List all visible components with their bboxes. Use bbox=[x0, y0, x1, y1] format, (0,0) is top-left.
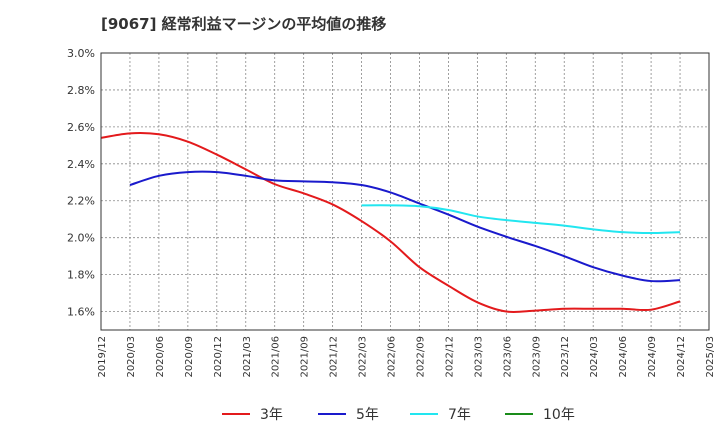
legend-swatch bbox=[410, 413, 438, 415]
series-line-1 bbox=[100, 131, 681, 314]
x-tick-label: 2023/03 bbox=[473, 336, 484, 378]
y-tick-label: 2.2% bbox=[67, 195, 95, 208]
legend-item: 7年 bbox=[410, 402, 471, 426]
legend-item: 3年 bbox=[222, 402, 283, 426]
plot-frame bbox=[100, 52, 710, 331]
legend-item: 5年 bbox=[318, 402, 379, 426]
y-tick-label: 2.8% bbox=[67, 84, 95, 97]
x-tick-label: 2025/03 bbox=[705, 336, 716, 378]
legend-swatch bbox=[505, 413, 533, 415]
series-lines bbox=[100, 131, 681, 314]
x-tick-label: 2023/12 bbox=[560, 336, 571, 378]
x-tick-label: 2023/09 bbox=[531, 336, 542, 378]
legend-label: 3年 bbox=[260, 407, 283, 423]
x-tick-label: 2024/06 bbox=[618, 336, 629, 378]
series-line-3 bbox=[361, 204, 681, 235]
x-tick-label: 2021/09 bbox=[300, 336, 311, 378]
y-tick-label: 1.6% bbox=[67, 306, 95, 319]
y-tick-label: 2.0% bbox=[67, 232, 95, 245]
x-tick-label: 2021/12 bbox=[329, 336, 340, 378]
grid bbox=[100, 52, 710, 330]
x-tick-label: 2020/09 bbox=[184, 336, 195, 378]
x-tick-label: 2020/03 bbox=[126, 336, 137, 378]
x-tick-label: 2024/03 bbox=[589, 336, 600, 378]
legend-swatch bbox=[318, 413, 346, 415]
x-tick-label: 2024/09 bbox=[647, 336, 658, 378]
legend-label: 10年 bbox=[543, 407, 575, 423]
legend-swatch bbox=[222, 413, 250, 415]
x-tick-label: 2024/12 bbox=[676, 336, 687, 378]
y-tick-label: 1.8% bbox=[67, 269, 95, 282]
x-tick-label: 2020/06 bbox=[155, 336, 166, 378]
chart-title: [9067] 経常利益マージンの平均値の推移 bbox=[101, 15, 387, 33]
y-tick-label: 2.4% bbox=[67, 158, 95, 171]
x-tick-label: 2023/06 bbox=[502, 336, 513, 378]
x-tick-label: 2021/06 bbox=[271, 336, 282, 378]
legend: 3年 5年 7年 10年 bbox=[0, 402, 720, 426]
x-tick-label: 2022/03 bbox=[358, 336, 369, 378]
legend-item: 10年 bbox=[505, 402, 575, 426]
x-tick-label: 2022/12 bbox=[444, 336, 455, 378]
y-axis-ticks: 3.0% 2.8% 2.6% 2.4% 2.2% 2.0% 1.8% 1.6% bbox=[67, 47, 95, 319]
x-tick-label: 2019/12 bbox=[97, 336, 108, 378]
x-axis-ticks: 2019/12 2020/03 2020/06 2020/09 2020/12 2021/… bbox=[97, 336, 716, 378]
legend-label: 5年 bbox=[356, 407, 379, 423]
legend-label: 7年 bbox=[448, 407, 471, 423]
y-tick-label: 3.0% bbox=[67, 47, 95, 60]
x-tick-label: 2022/09 bbox=[415, 336, 426, 378]
series-line-2 bbox=[129, 170, 681, 283]
y-tick-label: 2.6% bbox=[67, 121, 95, 134]
x-tick-label: 2022/06 bbox=[387, 336, 398, 378]
x-tick-label: 2021/03 bbox=[242, 336, 253, 378]
x-tick-label: 2020/12 bbox=[213, 336, 224, 378]
